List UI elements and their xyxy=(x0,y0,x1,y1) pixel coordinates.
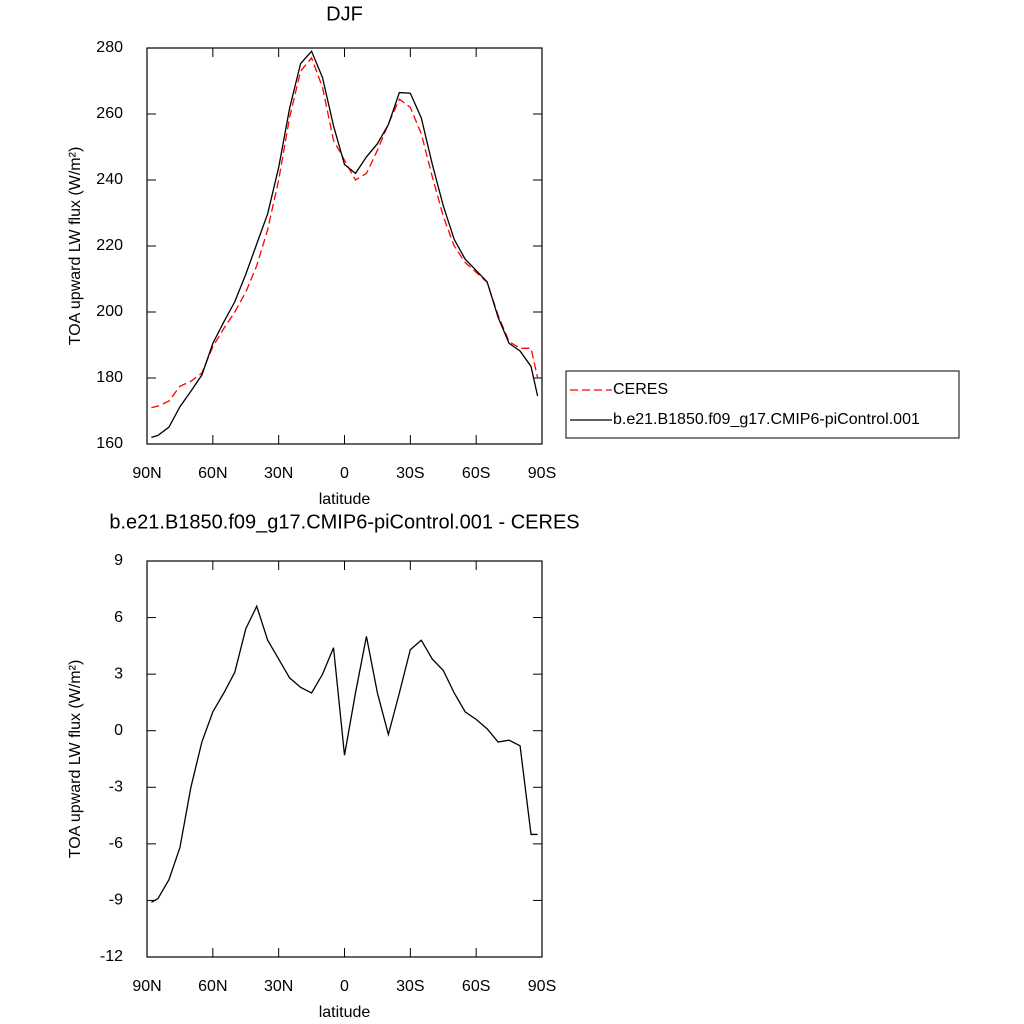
x-tick-label: 90N xyxy=(132,465,161,482)
y-tick-label: 160 xyxy=(96,435,123,452)
x-tick-label: 0 xyxy=(340,978,349,995)
legend-label: CERES xyxy=(613,381,668,398)
y-tick-label: -6 xyxy=(109,835,123,852)
y-tick-label: 180 xyxy=(96,369,123,386)
x-tick-label: 60S xyxy=(462,465,490,482)
chart-title: DJF xyxy=(326,3,363,25)
series-line xyxy=(151,50,539,439)
legend-label: b.e21.B1850.f09_g17.CMIP6-piControl.001 xyxy=(613,411,920,428)
x-tick-label: 30S xyxy=(396,465,424,482)
x-tick-label: 60N xyxy=(198,978,227,995)
x-tick-label: 30N xyxy=(264,465,293,482)
y-tick-label: 3 xyxy=(114,665,123,682)
y-tick-label: -12 xyxy=(100,948,123,965)
series-line xyxy=(151,56,539,409)
y-tick-label: 6 xyxy=(114,609,123,626)
x-tick-label: 60S xyxy=(462,978,490,995)
x-tick-label: 90N xyxy=(132,978,161,995)
y-tick-label: 260 xyxy=(96,105,123,122)
y-tick-label: 9 xyxy=(114,552,123,569)
legend: CERES b.e21.B1850.f09_g17.CMIP6-piControl… xyxy=(565,370,960,439)
y-axis-label: TOA upward LW flux (W/m²) xyxy=(67,660,84,859)
y-tick-label: -9 xyxy=(109,892,123,909)
legend-frame xyxy=(565,370,960,439)
x-axis-label: latitude xyxy=(319,1004,371,1021)
y-tick-label: 0 xyxy=(114,722,123,739)
chart-title: b.e21.B1850.f09_g17.CMIP6-piControl.001 … xyxy=(109,511,579,533)
x-tick-label: 30S xyxy=(396,978,424,995)
plot-frame xyxy=(146,560,543,958)
y-tick-label: -3 xyxy=(109,779,123,796)
panel: b.e21.B1850.f09_g17.CMIP6-piControl.001 … xyxy=(67,511,579,1021)
x-tick-label: 90S xyxy=(528,465,556,482)
y-axis-label: TOA upward LW flux (W/m²) xyxy=(67,147,84,346)
y-tick-label: 240 xyxy=(96,171,123,188)
x-tick-label: 0 xyxy=(340,465,349,482)
y-tick-label: 200 xyxy=(96,303,123,320)
plot-frame xyxy=(146,47,543,445)
series-line xyxy=(151,604,538,903)
y-tick-label: 280 xyxy=(96,39,123,56)
y-tick-label: 220 xyxy=(96,237,123,254)
x-tick-label: 90S xyxy=(528,978,556,995)
x-tick-label: 60N xyxy=(198,465,227,482)
x-axis-label: latitude xyxy=(319,491,371,508)
x-tick-label: 30N xyxy=(264,978,293,995)
panel: DJF 160 180 200 220 240 260 280 90N 60N 30N 0 30S 60S… xyxy=(67,3,960,508)
